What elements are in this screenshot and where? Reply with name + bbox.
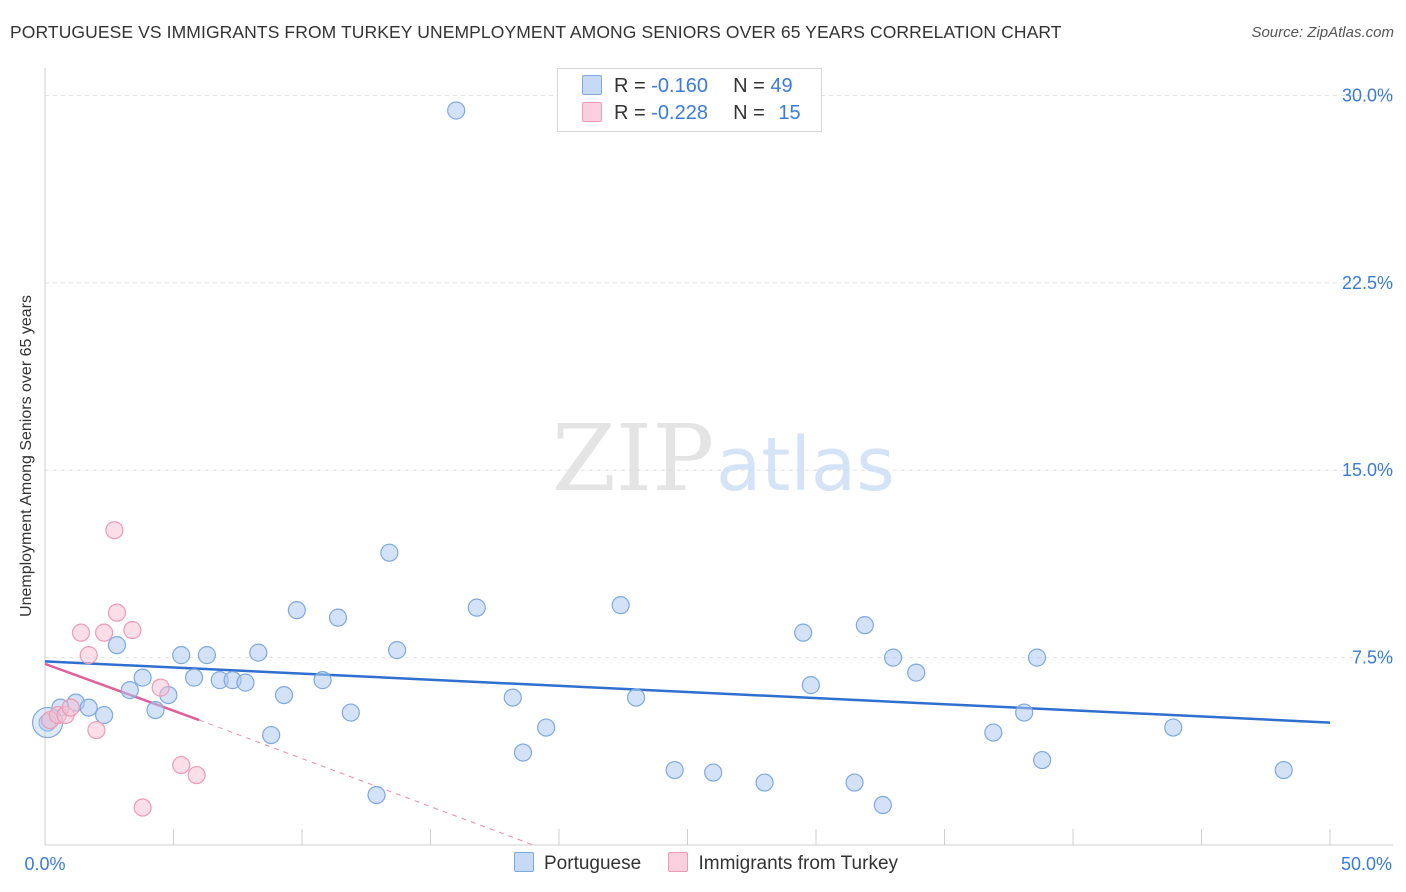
portuguese-point	[855, 616, 874, 635]
portuguese-point	[665, 760, 684, 780]
tick-label-layer: 7.5% 15.0% 22.5% 30.0% 0.0% 50.0%	[24, 85, 1393, 874]
n-label: N =	[733, 102, 765, 124]
turkey-point	[107, 603, 127, 622]
portuguese-point	[1027, 648, 1047, 667]
legend-row-turkey: R = -0.228 N = 15	[582, 102, 801, 125]
portuguese-point	[146, 700, 165, 720]
portuguese-point	[801, 676, 820, 695]
portuguese-point	[287, 601, 306, 620]
portuguese-point	[172, 646, 191, 665]
trend-layer	[44, 660, 1331, 846]
legend-row-portuguese: R = -0.160 N = 49	[582, 75, 793, 98]
watermark-zip: ZIP	[552, 405, 714, 512]
watermark-atlas: atlas	[716, 422, 895, 508]
chart-title: PORTUGUESE VS IMMIGRANTS FROM TURKEY UNE…	[10, 22, 1062, 42]
portuguese-point	[1164, 718, 1183, 737]
portuguese-point	[873, 795, 892, 815]
portuguese-point	[907, 663, 926, 682]
portuguese-point	[341, 703, 360, 722]
portuguese-point	[447, 101, 466, 120]
portuguese-point	[249, 643, 268, 662]
portuguese-point	[367, 785, 386, 805]
portuguese-point	[883, 648, 903, 667]
portuguese-point	[380, 543, 399, 562]
portuguese-point	[184, 668, 204, 687]
y-tick-label: 30.0%	[1342, 85, 1393, 105]
r-value-turkey: -0.228	[651, 102, 708, 124]
portuguese-point	[1015, 703, 1034, 722]
portuguese-point	[467, 598, 486, 617]
turkey-point	[87, 720, 106, 740]
portuguese-point	[107, 636, 127, 655]
y-tick-label: 22.5%	[1342, 273, 1393, 293]
portuguese-point	[755, 773, 774, 792]
points-layer	[31, 101, 1293, 817]
portuguese-point	[1033, 750, 1052, 770]
portuguese-point	[794, 623, 813, 642]
portuguese-point	[845, 773, 864, 792]
portuguese-point	[133, 668, 152, 687]
legend-item-turkey[interactable]: Immigrants from Turkey	[668, 852, 898, 875]
turkey-point	[187, 765, 206, 785]
r-label: R =	[614, 75, 646, 97]
grid-layer	[45, 94, 1393, 659]
turkey-swatch	[668, 852, 689, 872]
n-label: N =	[733, 75, 765, 97]
portuguese-point	[236, 673, 255, 692]
turkey-point	[95, 623, 114, 642]
x-tick-label: 0.0%	[24, 854, 65, 874]
portuguese-point	[328, 608, 348, 627]
portuguese-point	[120, 681, 139, 700]
portuguese-swatch	[514, 852, 534, 872]
portuguese-point	[984, 723, 1003, 742]
turkey-point	[79, 646, 98, 665]
legend-label-turkey: Immigrants from Turkey	[698, 853, 899, 874]
turkey-point	[123, 621, 142, 640]
portuguese-point	[262, 725, 281, 745]
turkey-point	[133, 798, 152, 817]
turkey-point	[151, 678, 170, 697]
n-value-portuguese: 49	[770, 75, 793, 97]
portuguese-trend-line	[44, 660, 1331, 724]
portuguese-point	[537, 718, 556, 737]
r-value-portuguese: -0.160	[651, 75, 708, 97]
portuguese-point	[95, 705, 114, 725]
portuguese-point	[387, 641, 407, 660]
turkey-trend-extension	[199, 719, 534, 846]
portuguese-point	[626, 688, 646, 707]
portuguese-point	[1274, 760, 1293, 780]
n-value-turkey: 15	[778, 102, 801, 124]
portuguese-point	[503, 688, 522, 707]
portuguese-point	[274, 685, 294, 705]
turkey-swatch	[582, 102, 602, 122]
portuguese-point	[79, 698, 98, 717]
source-label: Source: ZipAtlas.com	[1251, 24, 1394, 41]
turkey-point	[105, 521, 124, 540]
portuguese-point	[704, 763, 723, 782]
r-label: R =	[614, 102, 646, 124]
portuguese-swatch	[582, 75, 602, 95]
correlation-legend: R = -0.160 N = 49 R = -0.228 N = 15	[557, 68, 822, 132]
portuguese-point	[313, 671, 332, 690]
portuguese-point	[611, 596, 630, 615]
y-tick-label: 7.5%	[1352, 648, 1393, 668]
y-tick-label: 15.0%	[1342, 460, 1393, 480]
turkey-point	[71, 623, 91, 642]
portuguese-point	[513, 743, 533, 762]
x-tick-label: 50.0%	[1341, 854, 1392, 874]
portuguese-point	[197, 646, 217, 665]
turkey-point	[61, 698, 80, 717]
legend-item-portuguese[interactable]: Portuguese	[514, 852, 641, 875]
series-legend: Portuguese Immigrants from Turkey	[514, 852, 920, 875]
legend-label-portuguese: Portuguese	[544, 853, 642, 874]
turkey-point	[172, 755, 191, 775]
